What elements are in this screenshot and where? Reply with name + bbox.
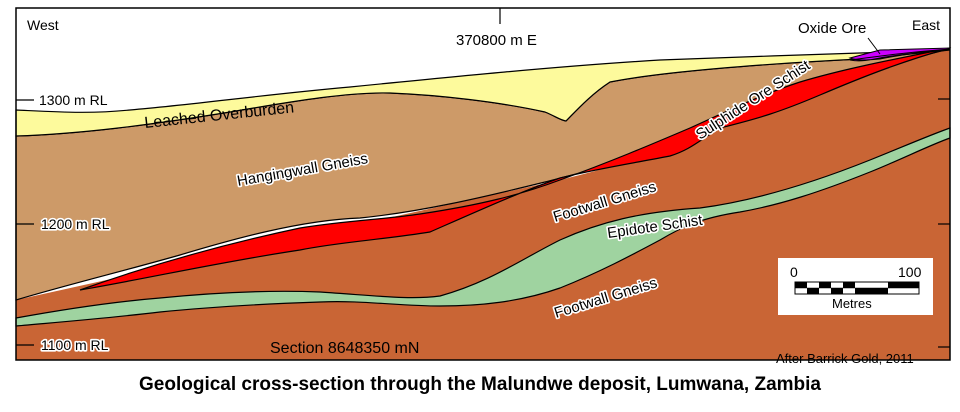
rl-1200-label: 1200 m RL <box>41 216 110 232</box>
direction-west-label: West <box>27 17 59 33</box>
rl-1100-label: 1100 m RL <box>41 337 109 353</box>
direction-east-label: East <box>912 17 940 33</box>
easting-label: 370800 m E <box>456 32 537 49</box>
figure-caption: Geological cross-section through the Mal… <box>139 374 821 395</box>
scale-bar-max-label: 100 <box>898 264 922 280</box>
section-label: Section 8648350 mN <box>270 340 419 357</box>
leached-overburden-unit <box>15 49 951 137</box>
section-frame <box>15 7 951 361</box>
scale-bar: 0 100 Metres <box>778 258 933 315</box>
rl-1300-label: 1300 m RL <box>39 92 108 108</box>
scale-bar-unit-label: Metres <box>832 296 872 311</box>
oxide-ore-leader-line <box>867 37 881 55</box>
sulphide-ore-schist-unit <box>79 47 951 291</box>
epidote-schist-unit <box>15 127 951 327</box>
credit-label: After Barrick Gold, 2011 <box>776 351 914 366</box>
oxide-ore-label: Oxide Ore <box>798 20 866 37</box>
oxide-ore-unit <box>848 47 952 62</box>
frame-background <box>16 8 316 100</box>
scale-bar-min-label: 0 <box>790 264 798 280</box>
